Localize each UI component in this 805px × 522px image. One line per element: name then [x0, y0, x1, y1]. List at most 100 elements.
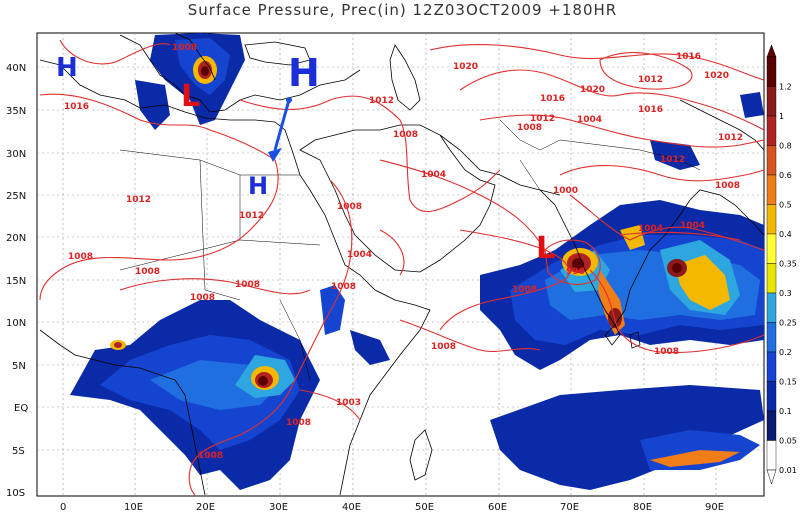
colorbar-bottom-arrow [766, 469, 777, 485]
isobar-label: 1004 [577, 115, 602, 125]
high-pressure-center: H [248, 172, 268, 200]
low-pressure-center: L [181, 79, 200, 114]
colorbar-swatch [766, 115, 777, 146]
colorbar-label: 0.35 [779, 260, 797, 269]
colorbar-label: 0.8 [779, 142, 792, 151]
isobar-label: 1016 [638, 105, 663, 115]
isobar-label: 1000 [553, 186, 578, 196]
colorbar-swatch [766, 351, 777, 382]
isobar-label: 1012 [660, 155, 685, 165]
high-pressure-center: H [56, 53, 78, 83]
precipitation-colorbar: 1.2 1 0.8 0.6 0.5 0.4 0.35 0.3 0.25 0.2 0.15 0.1 0.0… [766, 44, 797, 485]
colorbar-top-arrow [766, 44, 777, 58]
isobar-label: 1016 [540, 94, 565, 104]
isobar-label: 1008 [190, 293, 215, 303]
lon-label: 20E [196, 502, 215, 513]
colorbar-swatch [766, 263, 777, 294]
lon-label: 50E [415, 502, 434, 513]
isobar-label: 1004 [421, 170, 446, 180]
colorbar-label: 0.01 [779, 466, 797, 475]
lat-label: 10S [6, 488, 25, 499]
isobar-label: 1008 [512, 285, 537, 295]
colorbar-label: 0.4 [779, 230, 792, 239]
lat-label: 20N [6, 233, 26, 244]
isobar-label: 1012 [718, 133, 743, 143]
precipitation-field [70, 33, 764, 490]
lat-label: 10N [6, 318, 26, 329]
colorbar-swatch [766, 174, 777, 205]
latitude-labels: 40N 35N 30N 25N 20N 15N 10N 5N EQ 5S 10S [6, 63, 28, 499]
isobar-label: 1012 [530, 114, 555, 124]
isobar-label: 996 [566, 267, 585, 277]
colorbar-label: 0.6 [779, 171, 792, 180]
colorbar-label: 0.25 [779, 319, 797, 328]
isobar-label: 1020 [704, 71, 729, 81]
isobar-label: 1012 [638, 75, 663, 85]
lon-label: 80E [633, 502, 652, 513]
colorbar-label: 0.5 [779, 201, 792, 210]
isobar-label: 1016 [64, 102, 89, 112]
isobars [39, 39, 765, 496]
isobar-label: 1008 [337, 202, 362, 212]
colorbar-swatch [766, 145, 777, 176]
colorbar-label: 0.05 [779, 437, 797, 446]
isobar-label: 1008 [198, 451, 223, 461]
isobar-label: 1012 [369, 96, 394, 106]
colorbar-label: 0.15 [779, 378, 797, 387]
isobar-label: 1008 [135, 267, 160, 277]
colorbar-swatch [766, 56, 777, 87]
isobar-label: 1004 [680, 221, 705, 231]
colorbar-swatch [766, 86, 777, 117]
low-pressure-center: L [536, 231, 555, 266]
isobar-label: 1012 [239, 211, 264, 221]
isobar-label: 1016 [676, 52, 701, 62]
lon-label: 70E [560, 502, 579, 513]
lat-label: 5N [12, 361, 26, 372]
isobar-label: 1008 [517, 123, 542, 133]
map-title: Surface Pressure, Prec(in) 12Z03OCT2009 … [187, 1, 618, 19]
isobar-label: 1004 [347, 250, 372, 260]
isobar-label: 1008 [68, 252, 93, 262]
isobar-label: 1012 [126, 195, 151, 205]
lat-label: 5S [12, 446, 25, 457]
lat-label: 25N [6, 191, 26, 202]
colorbar-swatch [766, 381, 777, 412]
lon-label: 90E [705, 502, 724, 513]
colorbar-swatch [766, 440, 777, 471]
isobar-label: 1008 [393, 130, 418, 140]
lat-label: 40N [6, 63, 26, 74]
lat-label: 35N [6, 106, 26, 117]
isobar-label: 1008 [431, 342, 456, 352]
colorbar-swatch [766, 233, 777, 264]
lat-label: 30N [6, 149, 26, 160]
high-pressure-center: H [288, 51, 320, 95]
isobar-label: 1020 [453, 62, 478, 72]
colorbar-label: 0.2 [779, 348, 792, 357]
isobar-label: 1008 [286, 418, 311, 428]
colorbar-swatch [766, 292, 777, 323]
isobar-label: 1008 [715, 181, 740, 191]
lat-label: 15N [6, 276, 26, 287]
isobar-label: 1004 [638, 224, 663, 234]
longitude-labels: 0 10E 20E 30E 40E 50E 60E 70E 80E 90E [60, 502, 724, 513]
colorbar-label: 1 [779, 112, 784, 121]
colorbar-swatch [766, 322, 777, 353]
colorbar-swatch [766, 204, 777, 235]
lon-label: 10E [124, 502, 143, 513]
isobar-label: 1003 [336, 398, 361, 408]
isobar-label: 1008 [331, 282, 356, 292]
lon-label: 30E [269, 502, 288, 513]
isobar-label: 1020 [580, 85, 605, 95]
pressure-centers: H H H L L [56, 51, 555, 266]
lon-label: 40E [342, 502, 361, 513]
lon-label: 60E [488, 502, 507, 513]
colorbar-label: 0.1 [779, 407, 792, 416]
isobar-label: 1008 [654, 347, 679, 357]
lat-label: EQ [14, 403, 28, 414]
colorbar-label: 0.3 [779, 289, 792, 298]
colorbar-label: 1.2 [779, 83, 792, 92]
isobar-labels: 1008 1016 1012 1012 1008 1012 1008 1008 … [64, 43, 743, 461]
coastlines [39, 32, 765, 496]
isobar-label: 1008 [235, 280, 260, 290]
